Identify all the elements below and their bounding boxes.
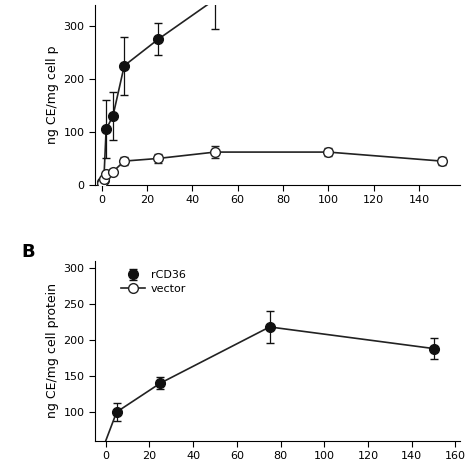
Text: B: B xyxy=(22,243,36,261)
Y-axis label: ng CE/mg cell protein: ng CE/mg cell protein xyxy=(46,283,59,418)
Y-axis label: ng CE/mg cell p: ng CE/mg cell p xyxy=(46,46,59,144)
Legend: rCD36, vector: rCD36, vector xyxy=(118,268,189,296)
